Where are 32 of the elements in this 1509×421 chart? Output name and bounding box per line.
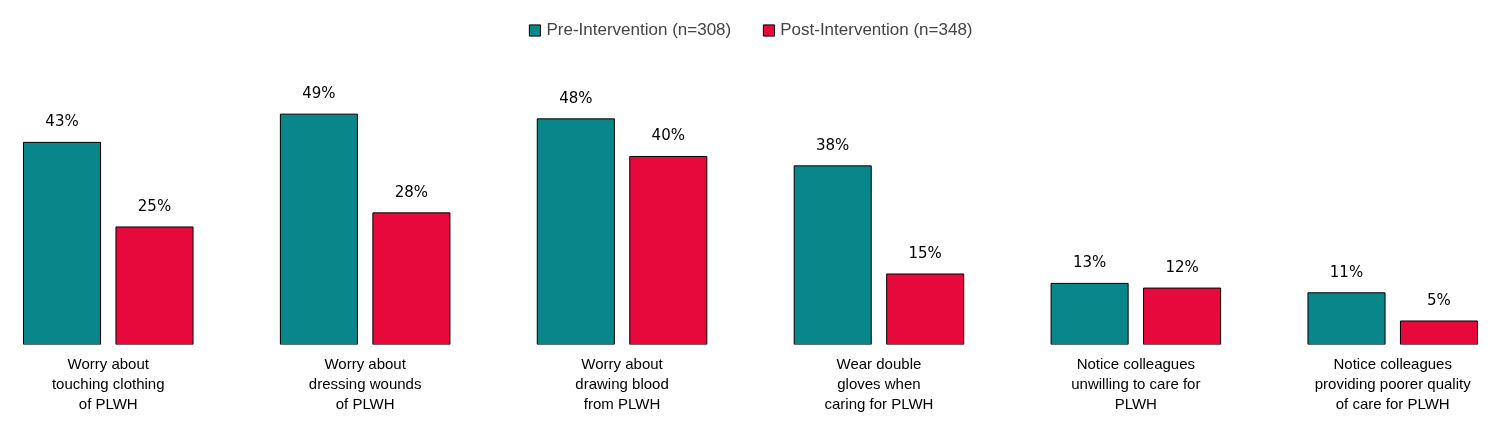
- bar: [793, 165, 872, 345]
- legend-label: Pre-Intervention (n=308): [546, 20, 732, 40]
- bar: [629, 155, 708, 345]
- data-label: 38%: [816, 135, 850, 154]
- x-tick-label: Worry about dressing wounds of PLWH: [308, 354, 422, 413]
- bar: [22, 141, 102, 345]
- data-label: 49%: [302, 84, 336, 103]
- bar: [115, 226, 194, 345]
- x-tick-label: Notice colleagues unwilling to care for PLWH: [1071, 354, 1201, 413]
- data-label: 15%: [908, 243, 942, 262]
- legend-label: Post-Intervention (n=348): [780, 20, 973, 40]
- bar: [536, 118, 615, 345]
- bar: [1399, 320, 1479, 345]
- bar: [372, 212, 451, 345]
- bar: [886, 273, 965, 345]
- x-tick-label: Worry about drawing blood from PLWH: [575, 354, 669, 413]
- x-tick-label: Wear double gloves when caring for PLWH: [824, 354, 934, 413]
- data-label: 28%: [394, 182, 429, 201]
- data-label: 5%: [1427, 291, 1451, 309]
- data-label: 43%: [45, 112, 79, 131]
- bar: [1050, 282, 1129, 345]
- x-tick-label: Worry about touching clothing of PLWH: [51, 354, 165, 413]
- data-label: 11%: [1329, 262, 1364, 281]
- bar: [279, 113, 358, 345]
- x-tick-label: Notice colleagues providing poorer quality of care for PLWH: [1314, 354, 1472, 413]
- data-label: 13%: [1072, 253, 1107, 272]
- data-label: 40%: [651, 126, 685, 145]
- bar: [1143, 287, 1222, 345]
- data-label: 25%: [137, 196, 172, 215]
- bar: [1307, 292, 1386, 345]
- data-label: 12%: [1165, 258, 1199, 277]
- data-label: 48%: [559, 88, 593, 107]
